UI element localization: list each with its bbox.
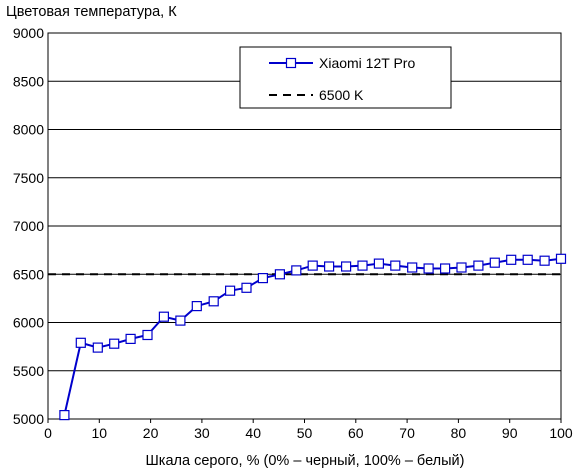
x-tick-label: 70 xyxy=(399,425,415,441)
data-point-18 xyxy=(357,260,368,271)
data-point-21 xyxy=(407,262,418,273)
data-point-2 xyxy=(92,342,103,353)
x-tick-label: 60 xyxy=(348,425,364,441)
legend-box xyxy=(239,46,452,109)
legend: Xiaomi 12T Pro 6500 K xyxy=(239,46,452,109)
data-point-5 xyxy=(142,329,153,341)
data-point-26 xyxy=(489,257,500,268)
data-point-27 xyxy=(506,254,517,265)
y-tick-label: 7500 xyxy=(13,170,44,186)
data-point-29 xyxy=(539,255,550,266)
data-point-1 xyxy=(75,337,86,348)
data-point-4 xyxy=(125,333,136,344)
legend-label-xiaomi: Xiaomi 12T Pro xyxy=(319,55,415,71)
y-tick-label: 6500 xyxy=(13,266,44,282)
x-tick-labels: 0 10 20 30 40 50 60 70 80 90 100 xyxy=(44,419,573,441)
data-point-14 xyxy=(291,265,302,276)
data-point-19 xyxy=(373,258,384,269)
data-point-24 xyxy=(456,262,467,273)
y-tick-label: 8000 xyxy=(13,122,44,138)
legend-label-6500k: 6500 K xyxy=(319,87,364,103)
x-tick-label: 0 xyxy=(44,425,52,441)
x-tick-label: 40 xyxy=(245,425,261,441)
x-tick-label: 30 xyxy=(194,425,210,441)
data-point-28 xyxy=(522,254,533,265)
x-tick-label: 80 xyxy=(451,425,467,441)
data-point-11 xyxy=(241,282,252,293)
x-tick-label: 50 xyxy=(297,425,313,441)
data-point-0 xyxy=(59,410,70,421)
x-tick-label: 20 xyxy=(143,425,159,441)
data-point-13 xyxy=(274,269,285,280)
data-point-8 xyxy=(191,301,202,312)
data-point-17 xyxy=(341,261,352,272)
data-point-30 xyxy=(555,253,567,264)
y-tick-label: 7000 xyxy=(13,218,44,234)
y-tick-label: 5000 xyxy=(13,411,44,427)
data-point-16 xyxy=(324,261,335,272)
x-tick-label: 10 xyxy=(92,425,108,441)
x-axis-title: Шкала серого, % (0% – черный, 100% – бел… xyxy=(146,453,465,469)
x-tick-label: 100 xyxy=(549,425,573,441)
y-tick-label: 5500 xyxy=(13,363,44,379)
series-line-xiaomi xyxy=(63,257,562,420)
data-point-25 xyxy=(473,260,484,271)
y-tick-label: 9000 xyxy=(13,25,44,41)
y-tick-labels: 5000 5500 6000 6500 7000 7500 8000 8500 9000 xyxy=(13,25,44,427)
data-point-15 xyxy=(307,260,318,271)
data-point-23 xyxy=(440,263,451,274)
y-tick-label: 6000 xyxy=(13,315,44,331)
y-tick-label: 8500 xyxy=(13,73,44,89)
data-point-7 xyxy=(175,315,186,326)
x-tick-label: 90 xyxy=(502,425,518,441)
legend-marker-xiaomi xyxy=(285,57,297,69)
data-point-3 xyxy=(109,338,120,349)
y-axis-title: Цветовая температура, К xyxy=(6,4,177,20)
data-point-10 xyxy=(225,285,236,296)
data-point-12 xyxy=(257,273,268,284)
data-point-20 xyxy=(390,260,401,271)
data-point-6 xyxy=(158,311,169,322)
series-layer xyxy=(48,253,567,421)
data-point-22 xyxy=(423,263,434,274)
data-point-9 xyxy=(208,296,219,307)
